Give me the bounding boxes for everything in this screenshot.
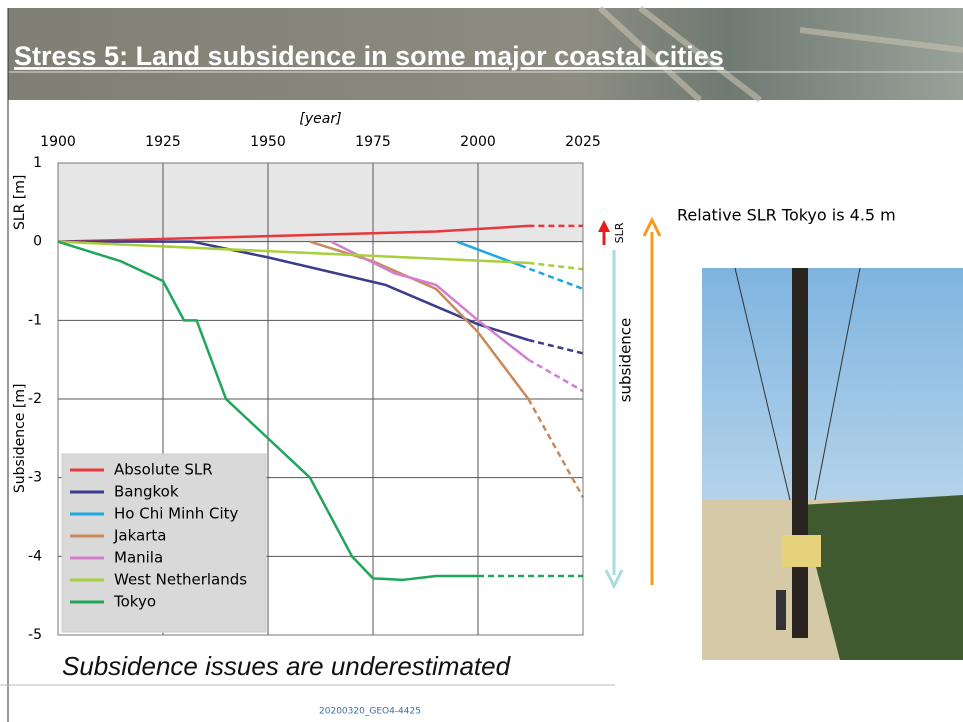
legend-label: Bangkok — [114, 483, 179, 501]
x-tick-label: 2000 — [460, 134, 496, 150]
series-projection — [528, 340, 583, 353]
slide-title: Stress 5: Land subsidence in some major … — [14, 41, 724, 71]
series-line — [58, 242, 528, 263]
slr-arrow-label: SLR — [613, 222, 626, 243]
x-tick-label: 1975 — [355, 134, 391, 150]
series-projection — [528, 263, 583, 269]
series-line — [58, 242, 528, 340]
slide: Stress 5: Land subsidence in some major … — [0, 0, 963, 722]
x-tick-label: 1925 — [145, 134, 181, 150]
legend-label: Manila — [114, 549, 163, 567]
footer: 20200320_GEO4-4425 — [319, 707, 421, 717]
subsidence-arrow-label: subsidence — [617, 318, 635, 403]
legend-label: Jakarta — [113, 527, 166, 545]
x-tick-label: 1900 — [40, 134, 76, 150]
legend-label: West Netherlands — [114, 571, 247, 589]
plot-upper-bg — [58, 163, 583, 242]
caption: Subsidence issues are underestimated — [62, 651, 512, 681]
x-tick-label: 1950 — [250, 134, 286, 150]
legend-label: Tokyo — [113, 593, 156, 611]
y-tick-label: 1 — [33, 155, 42, 171]
y-tick-label: -3 — [28, 470, 42, 486]
y-tick-label: 0 — [33, 234, 42, 250]
series-projection — [528, 399, 583, 497]
y-tick-label: -4 — [28, 548, 42, 564]
slr-arrow-head — [598, 220, 610, 232]
legend-label: Ho Chi Minh City — [114, 505, 239, 523]
series-projection — [528, 360, 583, 391]
note: Relative SLR Tokyo is 4.5 m — [677, 206, 896, 225]
y-tick-label: -5 — [28, 627, 42, 643]
y-tick-label: -2 — [28, 391, 42, 407]
legend-label: Absolute SLR — [114, 461, 213, 479]
x-axis-label: [year] — [299, 111, 341, 127]
chart: -5 -4 -3 -2 -1 0 1 1900 1925 1950 1975 2000 2025 [yea… — [12, 111, 601, 643]
page: Stress 5: Land subsidence in some major … — [0, 0, 963, 722]
y-tick-label: -1 — [28, 312, 42, 328]
x-tick-label: 2025 — [565, 134, 601, 150]
y-axis-label: Subsidence [m] — [12, 384, 28, 494]
y-axis-label: SLR [m] — [12, 175, 28, 230]
photo — [702, 268, 963, 660]
